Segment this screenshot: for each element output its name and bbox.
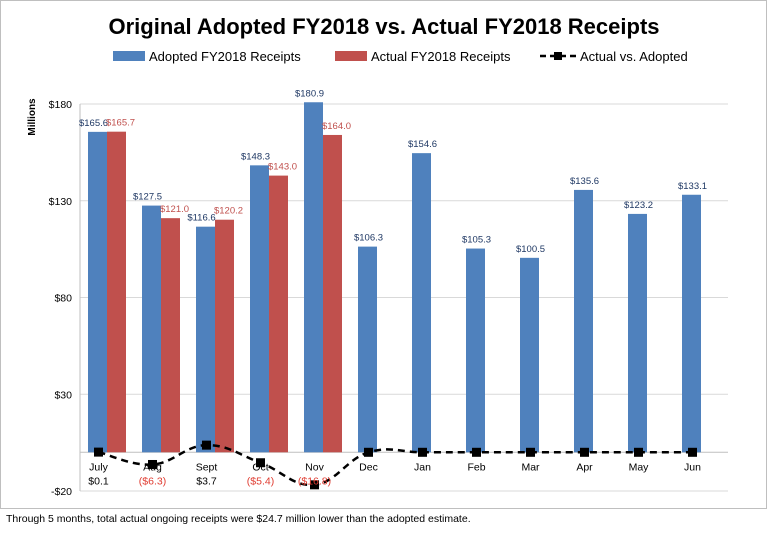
line-layer xyxy=(94,440,697,490)
bar-adopted xyxy=(88,131,107,453)
legend-swatch-adopted xyxy=(113,51,145,61)
x-tick-label: Apr xyxy=(576,461,593,473)
diff-label: $3.7 xyxy=(196,475,217,487)
legend-label-adopted: Adopted FY2018 Receipts xyxy=(149,49,301,64)
bars-layer xyxy=(88,102,701,453)
diff-marker xyxy=(634,447,643,457)
x-tick-label: Nov xyxy=(305,461,324,473)
y-tick-label: -$20 xyxy=(51,486,72,498)
legend-swatch-actual xyxy=(335,51,367,61)
diff-marker xyxy=(580,447,589,457)
data-label-adopted: $123.2 xyxy=(624,200,653,211)
y-axis-label: Millions xyxy=(27,98,38,136)
bar-adopted xyxy=(466,248,485,453)
y-tick-label: $30 xyxy=(54,389,72,401)
diff-marker xyxy=(526,447,535,457)
diff-marker xyxy=(364,447,373,457)
bar-actual xyxy=(323,134,342,453)
x-tick-label: Feb xyxy=(467,461,485,473)
data-label-adopted: $154.6 xyxy=(408,139,437,150)
legend-marker-diff xyxy=(554,52,562,60)
chart-caption: Through 5 months, total actual ongoing r… xyxy=(6,513,471,525)
chart-svg: Original Adopted FY2018 vs. Actual FY201… xyxy=(0,0,767,509)
data-label-actual: $143.0 xyxy=(268,162,297,173)
data-label-adopted: $135.6 xyxy=(570,176,599,187)
diff-marker xyxy=(472,447,481,457)
data-label-adopted: $148.3 xyxy=(241,151,270,162)
x-tick-label: Dec xyxy=(359,461,378,473)
bar-actual xyxy=(215,219,234,453)
x-tick-label: Oct xyxy=(252,461,268,473)
bar-adopted xyxy=(304,102,323,453)
diff-label: ($5.4) xyxy=(247,475,274,487)
data-label-adopted: $105.3 xyxy=(462,235,491,246)
diff-label: ($6.3) xyxy=(139,475,166,487)
y-tick-label: $130 xyxy=(49,196,73,208)
diff-label: ($16.8) xyxy=(298,475,331,487)
data-label-adopted: $127.5 xyxy=(133,192,162,203)
diff-marker xyxy=(418,447,427,457)
diff-marker xyxy=(94,447,103,457)
bar-adopted xyxy=(412,153,431,453)
data-label-adopted: $116.6 xyxy=(187,213,215,224)
y-tick-label: $80 xyxy=(54,293,72,305)
x-tick-label: Jun xyxy=(684,461,701,473)
data-label-adopted: $106.3 xyxy=(354,233,383,244)
data-label-adopted: $133.1 xyxy=(678,181,707,192)
bar-adopted xyxy=(196,226,215,453)
diff-marker xyxy=(148,459,157,469)
data-label-actual: $165.7 xyxy=(106,118,135,129)
chart-title: Original Adopted FY2018 vs. Actual FY201… xyxy=(109,14,660,39)
bar-adopted xyxy=(574,189,593,453)
labels-layer: $165.6$165.7 July $0.1 $127.5$121.0 Aug ($6.3… xyxy=(79,88,707,487)
bar-adopted xyxy=(250,165,269,453)
bar-actual xyxy=(161,218,180,453)
diff-marker xyxy=(202,440,211,450)
data-label-adopted: $100.5 xyxy=(516,244,545,255)
bar-actual xyxy=(269,175,288,453)
bar-adopted xyxy=(142,205,161,453)
x-tick-label: July xyxy=(89,461,108,473)
diff-marker xyxy=(688,447,697,457)
bar-adopted xyxy=(520,257,539,453)
bar-adopted xyxy=(358,246,377,453)
diff-marker xyxy=(310,480,319,490)
legend-label-actual: Actual FY2018 Receipts xyxy=(371,49,511,64)
diff-label: $0.1 xyxy=(88,475,109,487)
x-tick-label: Aug xyxy=(143,461,162,473)
bar-adopted xyxy=(682,194,701,453)
diff-marker xyxy=(256,458,265,468)
bar-actual xyxy=(107,131,126,453)
x-tick-label: May xyxy=(629,461,650,473)
x-tick-label: Jan xyxy=(414,461,431,473)
x-tick-label: Sept xyxy=(196,461,218,473)
data-label-adopted: $165.6 xyxy=(79,118,108,129)
x-tick-label: Mar xyxy=(521,461,540,473)
data-label-adopted: $180.9 xyxy=(295,88,324,99)
legend-label-diff: Actual vs. Adopted xyxy=(580,49,688,64)
bar-adopted xyxy=(628,213,647,453)
legend: Adopted FY2018 Receipts Actual FY2018 Re… xyxy=(113,49,688,64)
data-label-actual: $121.0 xyxy=(160,204,189,215)
data-label-actual: $164.0 xyxy=(322,121,351,132)
data-label-actual: $120.2 xyxy=(214,206,243,217)
y-tick-label: $180 xyxy=(49,99,73,111)
